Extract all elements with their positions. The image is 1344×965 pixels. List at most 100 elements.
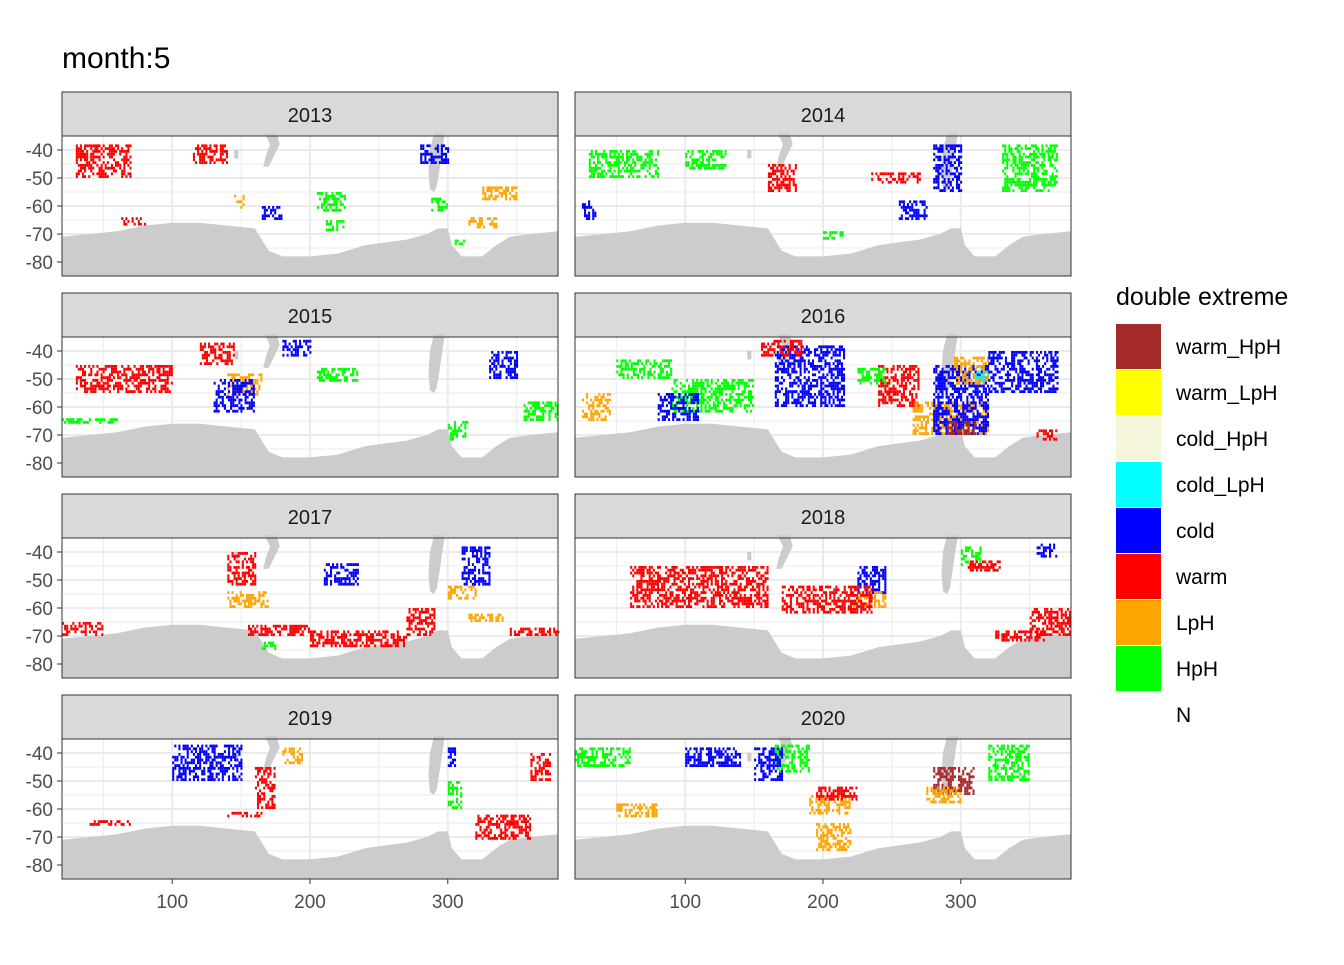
extreme-cell — [711, 393, 713, 396]
extreme-cell — [333, 642, 335, 645]
extreme-cell — [780, 167, 782, 170]
extreme-cell — [787, 189, 789, 192]
extreme-cell — [657, 175, 659, 178]
extreme-cell — [505, 192, 507, 195]
extreme-cell — [440, 206, 442, 209]
extreme-cell — [800, 354, 802, 357]
extreme-cell — [680, 387, 682, 390]
extreme-cell — [291, 345, 293, 348]
extreme-cell — [1041, 178, 1043, 181]
extreme-cell — [713, 401, 715, 404]
extreme-cell — [833, 382, 835, 385]
extreme-cell — [99, 385, 101, 388]
extreme-cell — [329, 376, 331, 379]
extreme-cell — [649, 373, 651, 376]
extreme-cell — [915, 203, 917, 206]
extreme-cell — [697, 410, 699, 413]
extreme-cell — [331, 209, 333, 212]
extreme-cell — [962, 387, 964, 390]
extreme-cell — [266, 214, 268, 217]
extreme-cell — [1054, 178, 1056, 181]
extreme-cell — [1040, 376, 1042, 379]
extreme-cell — [479, 226, 481, 229]
extreme-cell — [639, 368, 641, 371]
extreme-cell — [127, 368, 129, 371]
extreme-cell — [891, 399, 893, 402]
extreme-cell — [214, 357, 216, 360]
extreme-cell — [234, 195, 236, 198]
extreme-cell — [700, 150, 702, 153]
extreme-cell — [103, 175, 105, 178]
extreme-cell — [924, 214, 926, 217]
extreme-cell — [835, 348, 837, 351]
extreme-cell — [380, 642, 382, 645]
extreme-cell — [683, 404, 685, 407]
extreme-cell — [962, 424, 964, 427]
extreme-cell — [121, 175, 123, 178]
extreme-cell — [1050, 147, 1052, 150]
extreme-cell — [946, 401, 948, 404]
extreme-cell — [958, 421, 960, 424]
extreme-cell — [635, 368, 637, 371]
extreme-cell — [256, 390, 258, 393]
extreme-cell — [491, 351, 493, 354]
extreme-cell — [826, 362, 828, 365]
extreme-cell — [782, 172, 784, 175]
extreme-cell — [702, 399, 704, 402]
extreme-cell — [893, 393, 895, 396]
extreme-cell — [773, 351, 775, 354]
extreme-cell — [660, 396, 662, 399]
extreme-cell — [171, 373, 173, 376]
extreme-cell — [820, 359, 822, 362]
extreme-cell — [687, 161, 689, 164]
facet-panel-2016: 2016 — [575, 293, 1071, 477]
extreme-cell — [831, 371, 833, 374]
extreme-cell — [1040, 379, 1042, 382]
extreme-cell — [1036, 379, 1038, 382]
extreme-cell — [933, 399, 935, 402]
extreme-cell — [111, 373, 113, 376]
extreme-cell — [609, 153, 611, 156]
extreme-cell — [253, 401, 255, 404]
extreme-cell — [459, 242, 461, 245]
extreme-cell — [696, 161, 698, 164]
extreme-cell — [707, 396, 709, 399]
extreme-cell — [103, 418, 105, 421]
extreme-cell — [894, 178, 896, 181]
extreme-cell — [725, 382, 727, 385]
extreme-cell — [933, 404, 935, 407]
extreme-cell — [620, 150, 622, 153]
extreme-cell — [245, 396, 247, 399]
extreme-cell — [839, 345, 841, 348]
extreme-cell — [1002, 158, 1004, 161]
extreme-cell — [327, 195, 329, 198]
extreme-cell — [714, 167, 716, 170]
extreme-cell — [82, 153, 84, 156]
extreme-cell — [70, 418, 72, 421]
extreme-cell — [1032, 351, 1034, 354]
extreme-cell — [1052, 357, 1054, 360]
extreme-cell — [491, 192, 493, 195]
extreme-cell — [92, 167, 94, 170]
extreme-cell — [988, 362, 990, 365]
extreme-cell — [493, 371, 495, 374]
extreme-cell — [695, 396, 697, 399]
extreme-cell — [744, 404, 746, 407]
extreme-cell — [843, 368, 845, 371]
extreme-cell — [985, 427, 987, 430]
extreme-cell — [445, 156, 447, 159]
extreme-cell — [513, 186, 515, 189]
extreme-cell — [658, 413, 660, 416]
extreme-cell — [78, 376, 80, 379]
extreme-cell — [999, 362, 1001, 365]
extreme-cell — [594, 212, 596, 215]
extreme-cell — [898, 178, 900, 181]
extreme-cell — [117, 144, 119, 147]
extreme-cell — [374, 630, 376, 633]
extreme-cell — [790, 345, 792, 348]
extreme-cell — [274, 217, 276, 220]
extreme-cell — [787, 393, 789, 396]
extreme-cell — [720, 167, 722, 170]
extreme-cell — [1057, 371, 1059, 374]
extreme-cell — [222, 396, 224, 399]
